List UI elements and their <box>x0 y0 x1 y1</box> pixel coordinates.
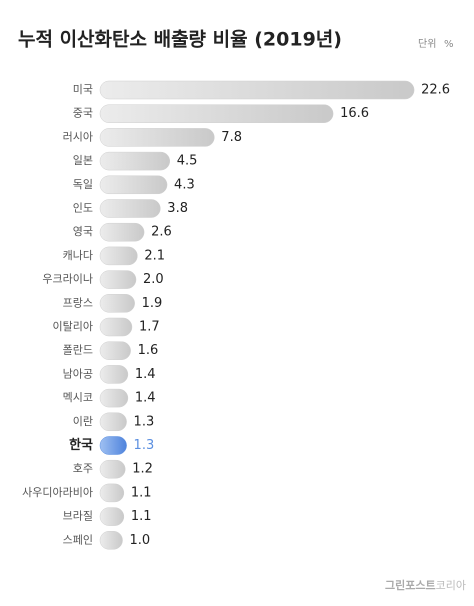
bar <box>99 222 145 242</box>
bar <box>99 436 127 455</box>
bar <box>99 294 135 313</box>
value-label: 1.7 <box>139 320 160 335</box>
bar <box>99 128 215 147</box>
category-label: 일본 <box>73 153 93 167</box>
bar <box>99 199 161 218</box>
category-label: 호주 <box>73 462 93 475</box>
category-label: 사우디아라비아 <box>22 486 93 499</box>
value-label: 4.5 <box>177 154 198 169</box>
bar <box>99 317 133 337</box>
category-label: 이탈리아 <box>53 320 93 333</box>
bar <box>99 104 334 123</box>
category-label: 스페인 <box>63 533 93 546</box>
bar <box>99 507 125 526</box>
value-label: 1.3 <box>134 414 155 429</box>
value-label: 1.0 <box>130 533 151 548</box>
value-label: 1.4 <box>135 391 156 406</box>
value-label: 1.3 <box>134 438 155 453</box>
category-label: 브라질 <box>63 510 93 523</box>
bar <box>99 459 126 479</box>
category-label: 영국 <box>73 225 93 238</box>
unit: % <box>444 39 454 50</box>
bar <box>99 151 170 171</box>
category-label: 캐나다 <box>63 249 93 262</box>
bar <box>99 483 125 503</box>
bar <box>99 80 415 100</box>
value-label: 2.1 <box>144 248 165 263</box>
category-label: 남아공 <box>63 367 93 380</box>
category-label: 미국 <box>73 83 93 96</box>
value-label: 3.8 <box>167 201 188 216</box>
value-label: 2.6 <box>151 225 172 240</box>
category-label: 중국 <box>73 107 93 120</box>
source-main: 그린포스트 <box>385 578 436 592</box>
bar <box>99 246 138 266</box>
value-label: 2.0 <box>143 272 164 287</box>
category-label: 인도 <box>73 202 93 215</box>
category-label: 프랑스 <box>63 296 93 309</box>
bar <box>99 341 131 360</box>
bar <box>99 531 123 550</box>
category-label: 러시아 <box>63 130 93 143</box>
category-label: 폴란드 <box>63 344 93 357</box>
category-label: 우크라이나 <box>42 273 93 286</box>
bar <box>99 175 168 195</box>
value-label: 4.3 <box>174 177 195 192</box>
value-label: 1.1 <box>131 509 152 524</box>
unit-label: 단위 <box>418 37 436 50</box>
bar <box>99 388 129 408</box>
bar <box>99 412 127 432</box>
value-label: 22.6 <box>421 83 450 98</box>
category-label: 한국 <box>69 437 93 453</box>
value-label: 1.6 <box>138 343 159 358</box>
source-tail: 코리아 <box>436 579 466 592</box>
value-label: 1.9 <box>142 296 163 311</box>
value-label: 1.2 <box>132 462 153 477</box>
value-label: 1.1 <box>131 485 152 500</box>
category-label: 이란 <box>73 415 93 428</box>
bar <box>99 365 129 384</box>
category-label: 멕시코 <box>63 391 93 404</box>
value-label: 16.6 <box>340 106 369 121</box>
value-label: 7.8 <box>221 130 242 145</box>
value-label: 1.4 <box>135 367 156 382</box>
chart-title: 누적 이산화탄소 배출량 비율 (2019년) <box>18 29 342 51</box>
category-label: 독일 <box>73 177 93 191</box>
bar <box>99 270 137 289</box>
